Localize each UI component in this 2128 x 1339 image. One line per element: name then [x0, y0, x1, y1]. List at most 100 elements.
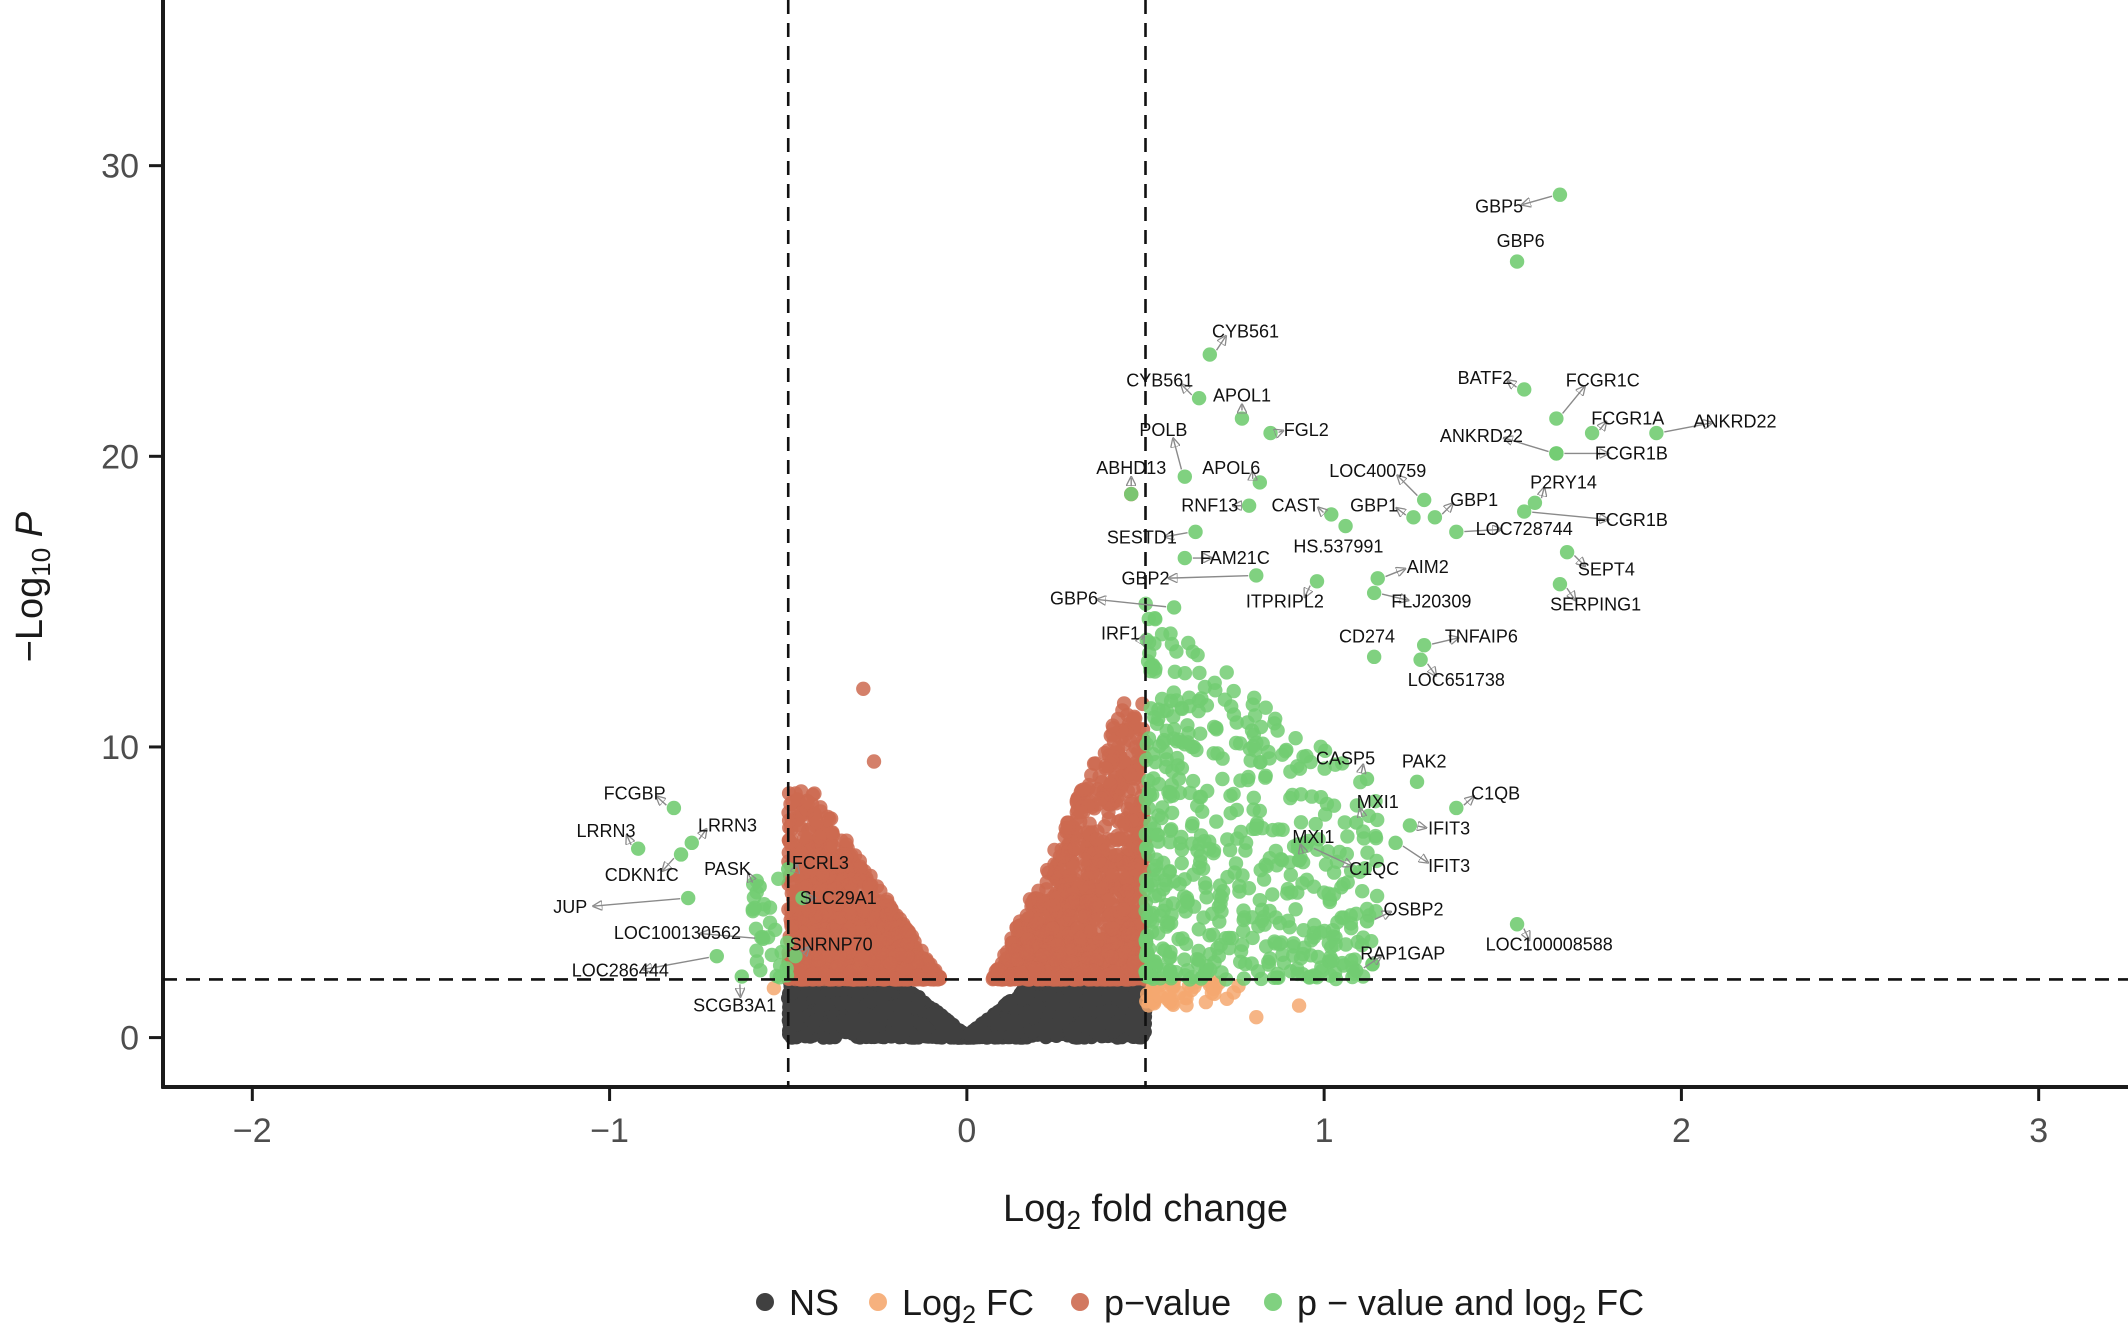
point-ns	[785, 1004, 799, 1018]
point-ns	[1057, 1008, 1071, 1022]
point-ns	[1106, 1024, 1120, 1038]
point-pv	[1116, 902, 1130, 916]
y-tick-label: 30	[101, 148, 139, 186]
x-tick-label: 1	[1315, 1112, 1334, 1150]
point-pv	[1054, 970, 1068, 984]
point-fc	[1162, 990, 1176, 1004]
point-pv	[1046, 898, 1060, 912]
point-ns	[835, 1019, 849, 1033]
point-pv	[1035, 948, 1049, 962]
point-ns	[995, 1017, 1009, 1031]
point-ns	[1084, 996, 1098, 1010]
point-ns	[1001, 997, 1015, 1011]
point-pv	[873, 971, 887, 985]
point-pv	[1066, 860, 1080, 874]
point-pv	[867, 754, 881, 768]
point-pv	[872, 934, 886, 948]
point-pv	[1023, 892, 1037, 906]
point-pv	[1089, 832, 1103, 846]
point-pv	[1048, 952, 1062, 966]
point-pv	[1050, 938, 1064, 952]
point-pv	[1128, 862, 1142, 876]
point-pv	[1065, 895, 1079, 909]
point-ns	[1094, 1028, 1108, 1042]
point-ns	[1004, 1029, 1018, 1043]
x-axis-title-part: fold change	[1081, 1188, 1288, 1230]
point-pv	[1061, 821, 1075, 835]
point-pv	[1126, 712, 1140, 726]
y-tick-label: 20	[101, 438, 139, 476]
x-axis-title: Log2 fold change	[1003, 1188, 1288, 1235]
point-pv	[812, 830, 826, 844]
x-tick-label: 2	[1672, 1112, 1691, 1150]
point-fc	[1179, 991, 1193, 1005]
point-pv	[1111, 712, 1125, 726]
point-pv	[783, 835, 797, 849]
point-pv	[987, 970, 1001, 984]
point-pv	[1020, 908, 1034, 922]
point-fc	[1292, 998, 1306, 1012]
point-ns	[866, 1021, 880, 1035]
point-pv	[1110, 833, 1124, 847]
point-ns	[848, 1020, 862, 1034]
point-ns	[963, 1027, 977, 1041]
point-pv	[784, 919, 798, 933]
data-points	[631, 188, 1664, 1045]
point-ns	[864, 994, 878, 1008]
x-tick-label: −2	[233, 1112, 272, 1150]
x-tick-label: 0	[957, 1112, 976, 1150]
point-ns	[1042, 988, 1056, 1002]
point-ns	[1130, 1023, 1144, 1037]
point-pv	[1121, 784, 1135, 798]
point-ns	[1033, 1022, 1047, 1036]
point-pv	[797, 830, 811, 844]
point-ns	[936, 1028, 950, 1042]
y-axis-title-part: −Log	[9, 577, 51, 663]
point-fc	[1220, 992, 1234, 1006]
point-pv	[1019, 945, 1033, 959]
point-pv	[1117, 696, 1131, 710]
point-pv	[909, 971, 923, 985]
point-ns	[807, 1015, 821, 1029]
point-pv	[1094, 791, 1108, 805]
point-pv	[1103, 777, 1117, 791]
point-pv	[1040, 875, 1054, 889]
point-ns	[819, 997, 833, 1011]
point-pv	[1123, 767, 1137, 781]
point-pv	[1084, 894, 1098, 908]
point-pv	[1105, 868, 1119, 882]
point-pv	[1103, 970, 1117, 984]
point-pv	[1067, 841, 1081, 855]
point-pv	[1090, 970, 1104, 984]
point-ns	[1026, 1010, 1040, 1024]
point-pv	[856, 682, 870, 696]
point-fc	[1249, 1010, 1263, 1024]
point-pv	[1089, 913, 1103, 927]
point-pv	[1105, 922, 1119, 936]
point-pv	[1074, 805, 1088, 819]
y-tick-label: 0	[120, 1020, 139, 1058]
point-pv	[1056, 849, 1070, 863]
point-ns	[879, 987, 893, 1001]
y-tick-label: 10	[101, 729, 139, 767]
point-pv	[783, 797, 797, 811]
point-ns	[899, 1001, 913, 1015]
point-pv	[839, 834, 853, 848]
point-ns	[930, 1012, 944, 1026]
point-pv	[883, 908, 897, 922]
point-pv	[810, 815, 824, 829]
point-ns	[1131, 1010, 1145, 1024]
point-pv	[1021, 932, 1035, 946]
point-pv	[1120, 884, 1134, 898]
point-ns	[977, 1026, 991, 1040]
point-fc	[1141, 998, 1155, 1012]
point-pv	[1076, 782, 1090, 796]
point-ns	[880, 1000, 894, 1014]
point-ns	[901, 1014, 915, 1028]
x-tick-label: −1	[590, 1112, 629, 1150]
point-ns	[1101, 1004, 1115, 1018]
point-pv	[1125, 813, 1139, 827]
